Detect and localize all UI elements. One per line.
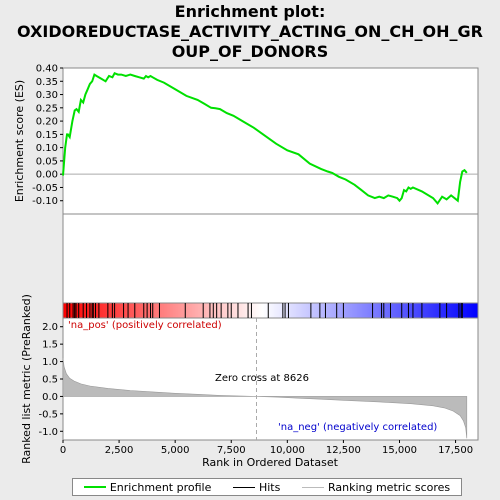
legend-swatch-ranking [301, 486, 324, 488]
es-y-tick-label: 0.25 [36, 103, 58, 114]
es-y-tick-label: 0.10 [36, 143, 58, 154]
rank-y-tick-label: 2.0 [42, 322, 58, 333]
x-tick-label: 12,500 [326, 445, 361, 456]
neg-annotation: 'na_neg' (negatively correlated) [278, 422, 437, 433]
x-tick-label: 7,500 [217, 445, 246, 456]
pos-annotation: 'na_pos' (positively correlated) [68, 320, 222, 331]
es-y-tick-label: 0.05 [36, 156, 58, 167]
x-tick-label: 17,500 [438, 445, 473, 456]
rank-y-ticks: -1.0 -0.5 0.0 0.5 1.0 1.5 2.0 [38, 322, 63, 438]
legend-item-hits: Hits [232, 480, 281, 494]
es-y-tick-label: 0.15 [36, 130, 58, 141]
es-y-tick-label: 0.35 [36, 77, 58, 88]
x-axis-label: Rank in Ordered Dataset [202, 456, 339, 469]
x-tick-label: 5,000 [161, 445, 190, 456]
es-panel [62, 67, 479, 215]
legend-label-hits: Hits [258, 480, 281, 494]
chart-title-line1: Enrichment plot: [174, 2, 326, 21]
x-tick-label: 0 [60, 445, 66, 456]
legend-item-ranking: Ranking metric scores [301, 480, 451, 494]
legend-item-enrichment: Enrichment profile [83, 480, 212, 494]
chart-title-line2: OXIDOREDUCTASE_ACTIVITY_ACTING_ON_CH_OH_… [17, 22, 483, 41]
rank-y-tick-label: 0.0 [42, 392, 58, 403]
rank-y-tick-label: -1.0 [38, 427, 58, 438]
legend: Enrichment profile Hits Ranking metric s… [72, 478, 462, 496]
x-tick-label: 10,000 [270, 445, 305, 456]
chart-title-line3: OUP_OF_DONORS [171, 42, 329, 61]
rank-color-bar [62, 302, 479, 319]
es-y-axis-label: Enrichment score (ES) [13, 80, 26, 202]
ranking-panel [62, 317, 479, 441]
es-y-tick-label: 0.00 [36, 170, 58, 181]
hits-panel [62, 213, 479, 304]
rank-y-tick-label: 1.0 [42, 357, 58, 368]
es-y-tick-label: -0.05 [32, 183, 58, 194]
legend-label-enrichment: Enrichment profile [109, 480, 212, 494]
legend-label-ranking: Ranking metric scores [327, 480, 451, 494]
rank-y-axis-label: Ranked list metric (PreRanked) [20, 294, 33, 464]
es-y-tick-label: -0.10 [32, 196, 58, 207]
zero-cross-annotation: Zero cross at 8626 [215, 373, 309, 384]
es-y-tick-label: 0.20 [36, 117, 58, 128]
legend-swatch-hits [232, 486, 255, 488]
x-tick-label: 15,000 [382, 445, 417, 456]
rank-y-tick-label: -0.5 [38, 409, 58, 420]
es-y-ticks: -0.10 -0.05 0.00 0.05 0.10 0.15 0.20 0.25 0.30 0.… [32, 64, 63, 207]
enrichment-profile [62, 72, 468, 206]
enrichment-profile-line [62, 72, 468, 206]
x-tick-label: 2,500 [105, 445, 134, 456]
rank-y-tick-label: 0.5 [42, 375, 58, 386]
es-y-tick-label: 0.30 [36, 90, 58, 101]
rank-x-ticks: 0 2,500 5,000 7,500 10,000 12,500 15,000 17,500 [60, 440, 473, 456]
chart-title: Enrichment plot: OXIDOREDUCTASE_ACTIVITY… [0, 2, 500, 62]
ranking-metric-fill [62, 358, 468, 439]
es-y-tick-label: 0.40 [36, 64, 58, 75]
ranking-metric-area [62, 358, 468, 439]
hit-markers [66, 303, 463, 318]
rank-y-tick-label: 1.5 [42, 340, 58, 351]
legend-swatch-enrichment [83, 486, 106, 488]
